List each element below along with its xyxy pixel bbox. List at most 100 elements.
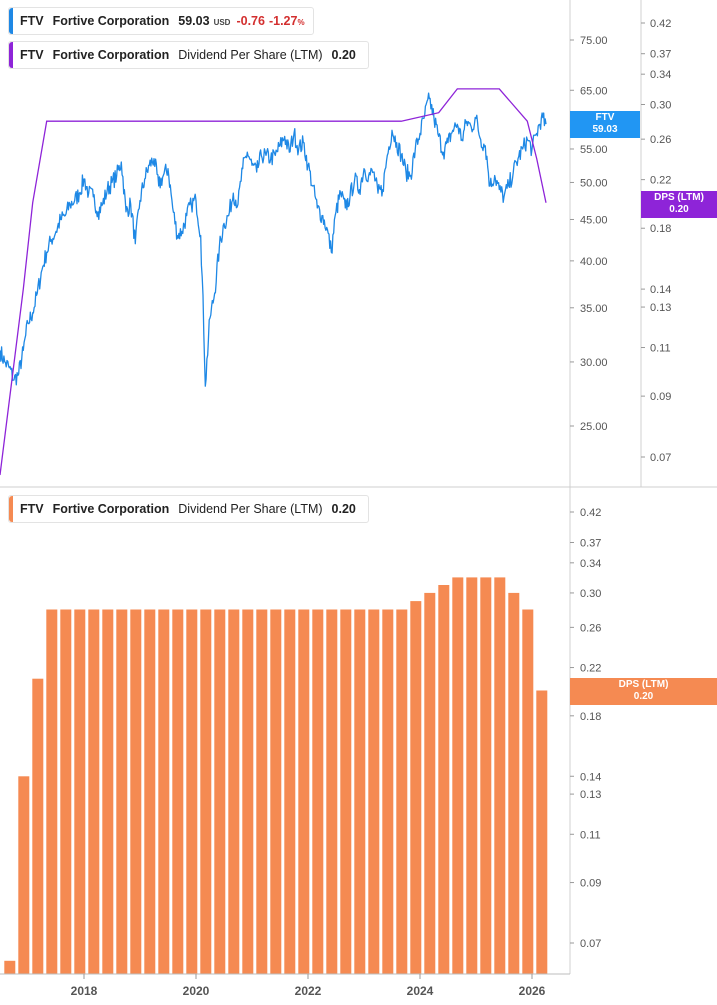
legend-ticker: FTV	[20, 502, 44, 516]
dividend-bar	[116, 609, 128, 974]
dividend-bar	[256, 609, 268, 974]
legend-company-name: Fortive Corporation	[52, 502, 170, 516]
dividend-axis-label: 0.11	[580, 829, 601, 841]
dps-tag-bottom-value: 0.20	[633, 691, 654, 702]
legend-currency: USD	[213, 18, 231, 27]
dividend-bar	[480, 577, 492, 974]
dividend-bar	[74, 609, 86, 974]
dividend-bar	[102, 609, 114, 974]
dps-legend-top[interactable]: FTV Fortive Corporation Dividend Per Sha…	[8, 41, 369, 69]
price-legend-swatch	[9, 8, 13, 34]
price-axis-label: 50.00	[580, 177, 608, 189]
dividend-bar	[270, 609, 282, 974]
dps-legend-top-swatch	[9, 42, 13, 68]
dividend-bar	[508, 592, 520, 974]
x-axis-label: 2020	[183, 984, 210, 998]
price-axis-label: 75.00	[580, 35, 608, 47]
dps-axis-label: 0.09	[650, 391, 671, 403]
dps-series-line	[0, 88, 547, 476]
legend-metric: Dividend Per Share (LTM)	[178, 502, 323, 516]
dps-tag-bottom: DPS (LTM) 0.20	[570, 678, 717, 705]
legend-metric: Dividend Per Share (LTM)	[178, 48, 323, 62]
x-axis-label: 2024	[407, 984, 434, 998]
dividend-bar	[186, 609, 198, 974]
x-axis-label: 2026	[519, 984, 546, 998]
dividend-axis-label: 0.34	[580, 558, 601, 570]
dps-axis-label: 0.13	[650, 302, 671, 314]
dividend-axis-label: 0.37	[580, 537, 601, 549]
dividend-bar	[130, 609, 142, 974]
dps-axis-label: 0.37	[650, 49, 671, 61]
dividend-axis-label: 0.42	[580, 507, 601, 519]
dividend-bar	[326, 609, 338, 974]
dps-tag-top-label: DPS (LTM)	[654, 192, 704, 203]
price-tag-ticker: FTV	[595, 112, 615, 123]
dividend-bar	[200, 609, 212, 974]
dividend-bar	[242, 609, 254, 974]
dividend-bar	[522, 609, 534, 974]
price-axis-label: 40.00	[580, 256, 608, 268]
dividend-bar	[214, 609, 226, 974]
dividend-bar	[536, 690, 548, 974]
price-legend[interactable]: FTV Fortive Corporation 59.03 USD -0.76 …	[8, 7, 314, 35]
price-axis-label: 30.00	[580, 357, 608, 369]
dps-axis-label: 0.34	[650, 69, 671, 81]
dividend-bar	[144, 609, 156, 974]
dividend-bar	[88, 609, 100, 974]
dividend-panel: 0.07 0.09 0.11 0.13 0.14 0.18 0.22 0.26 0.30 0.34…	[4, 507, 601, 974]
dividend-axis-label: 0.14	[580, 771, 601, 783]
dps-axis-label: 0.11	[650, 343, 671, 355]
dividend-bar	[46, 609, 58, 974]
dividend-bar	[18, 776, 30, 974]
dividend-axis-label: 0.07	[580, 938, 601, 950]
dividend-axis-label: 0.26	[580, 622, 601, 634]
dividend-bar	[452, 577, 464, 974]
dividend-bar	[382, 609, 394, 974]
legend-company-name: Fortive Corporation	[52, 48, 170, 62]
dividend-axis-label: 0.22	[580, 663, 601, 675]
dividend-bar	[158, 609, 170, 974]
dps-axis-label: 0.07	[650, 452, 671, 464]
dps-legend-bottom-swatch	[9, 496, 13, 522]
legend-change: -0.76	[236, 14, 265, 28]
legend-pct-sign: %	[297, 18, 305, 27]
price-series-line	[0, 92, 547, 387]
dividend-bar	[298, 609, 310, 974]
price-axis-label: 55.00	[580, 144, 608, 156]
legend-price: 59.03	[178, 14, 210, 28]
dps-tag-top-value: 0.20	[669, 204, 689, 215]
dps-tag-top: DPS (LTM) 0.20	[641, 191, 717, 218]
x-axis-label: 2022	[295, 984, 322, 998]
x-axis: 2018 2020 2022 2024 2026	[0, 973, 570, 998]
price-axis-label: 65.00	[580, 85, 608, 97]
dividend-bar	[354, 609, 366, 974]
dps-axis-label: 0.18	[650, 223, 671, 235]
dividend-bar	[494, 577, 506, 974]
dps-legend-bottom[interactable]: FTV Fortive Corporation Dividend Per Sha…	[8, 495, 369, 523]
dps-axis-label: 0.14	[650, 284, 671, 296]
dividend-bar	[438, 585, 450, 974]
legend-value: 0.20	[331, 48, 356, 62]
dividend-bar	[368, 609, 380, 974]
x-axis-label: 2018	[71, 984, 98, 998]
dividend-bar	[32, 678, 44, 974]
dps-axis-label: 0.22	[650, 175, 671, 187]
dividend-bar	[410, 601, 422, 974]
legend-company-name: Fortive Corporation	[52, 14, 170, 28]
price-tag-value: 59.03	[592, 124, 618, 135]
price-axis-label: 25.00	[580, 421, 608, 433]
dividend-bar	[312, 609, 324, 974]
dividend-bar	[60, 609, 72, 974]
price-tag: FTV 59.03	[570, 111, 640, 138]
price-axis-label: 35.00	[580, 303, 608, 315]
dividend-bar	[284, 609, 296, 974]
dividend-bar	[172, 609, 184, 974]
dividend-bar	[466, 577, 478, 974]
dividend-bar	[396, 609, 408, 974]
legend-change-pct: -1.27%	[269, 14, 305, 28]
dps-axis-label: 0.26	[650, 134, 671, 146]
price-axis-label: 45.00	[580, 214, 608, 226]
dps-axis-label: 0.42	[650, 18, 671, 30]
dps-axis-label: 0.30	[650, 100, 671, 112]
legend-ticker: FTV	[20, 48, 44, 62]
